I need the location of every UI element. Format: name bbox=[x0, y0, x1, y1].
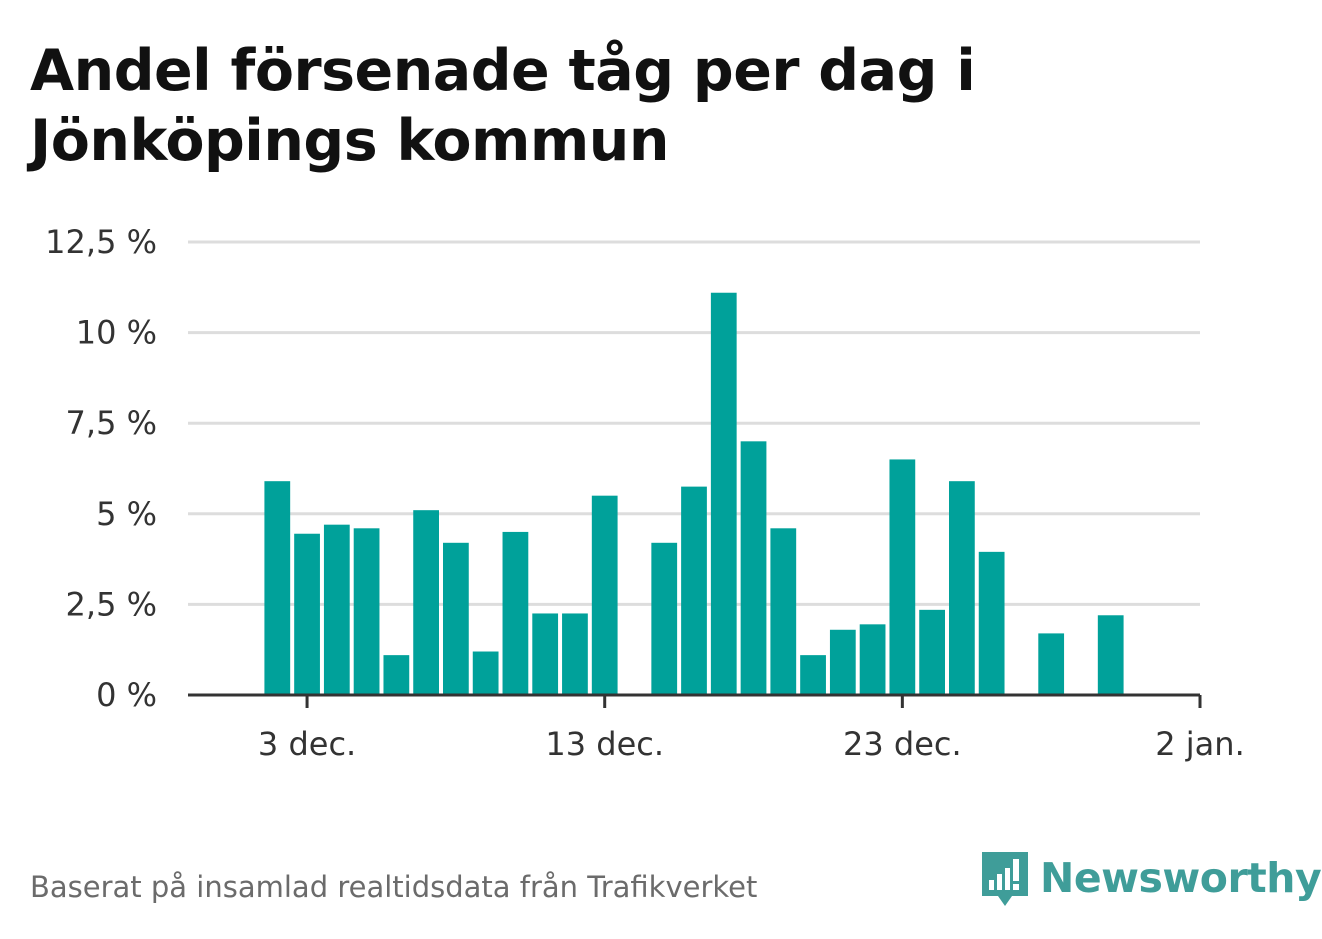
chart-title-line-2: Jönköpings kommun bbox=[30, 108, 669, 174]
bar bbox=[1038, 633, 1065, 695]
bar bbox=[710, 292, 737, 695]
bar bbox=[562, 613, 588, 695]
bar bbox=[413, 510, 439, 695]
bar bbox=[1097, 615, 1124, 695]
y-tick-label: 2,5 % bbox=[66, 585, 157, 623]
bar bbox=[472, 651, 499, 695]
x-tick-label: 23 dec. bbox=[843, 725, 962, 763]
source-note: Baserat på insamlad realtidsdata från Tr… bbox=[30, 870, 758, 904]
bar bbox=[800, 655, 826, 695]
chart-title: Andel försenade tåg per dag i Jönköpings… bbox=[30, 36, 1290, 176]
bar bbox=[294, 533, 320, 695]
bar bbox=[532, 613, 559, 695]
bar bbox=[919, 609, 945, 695]
bar bbox=[264, 481, 291, 695]
brand-logo[interactable]: Newsworthy bbox=[980, 846, 1322, 910]
bar bbox=[443, 542, 469, 695]
bar bbox=[651, 542, 678, 695]
y-tick-label: 12,5 % bbox=[45, 223, 157, 261]
x-tick-label: 2 jan. bbox=[1155, 725, 1244, 763]
bars bbox=[264, 292, 1124, 695]
bar bbox=[859, 624, 886, 695]
bar bbox=[353, 528, 380, 695]
y-tick-label: 10 % bbox=[76, 314, 157, 352]
bar bbox=[591, 495, 618, 695]
newsworthy-chart-bubble-icon bbox=[982, 852, 1028, 906]
y-tick-label: 5 % bbox=[96, 495, 157, 533]
bar-chart: 0 % 2,5 % 5 % 7,5 % 10 % 12,5 % 3 dec. 13 dec.… bbox=[45, 223, 1245, 763]
bar bbox=[323, 524, 350, 695]
y-tick-label: 7,5 % bbox=[66, 404, 157, 442]
bar bbox=[502, 531, 529, 695]
chart-title-line-1: Andel försenade tåg per dag i bbox=[30, 38, 976, 104]
y-tick-label: 0 % bbox=[96, 676, 157, 714]
bar bbox=[770, 528, 797, 695]
bar bbox=[829, 629, 856, 695]
bar bbox=[978, 551, 1005, 695]
bar bbox=[740, 441, 767, 695]
bar bbox=[889, 459, 916, 695]
bar bbox=[383, 655, 410, 695]
x-tick-label: 3 dec. bbox=[258, 725, 356, 763]
y-axis-labels: 0 % 2,5 % 5 % 7,5 % 10 % 12,5 % bbox=[45, 223, 157, 714]
x-axis: 3 dec. 13 dec. 23 dec. 2 jan. bbox=[188, 693, 1245, 763]
bar bbox=[949, 481, 975, 695]
bar bbox=[681, 486, 707, 695]
x-tick-label: 13 dec. bbox=[545, 725, 664, 763]
brand-name: Newsworthy bbox=[1040, 854, 1322, 902]
